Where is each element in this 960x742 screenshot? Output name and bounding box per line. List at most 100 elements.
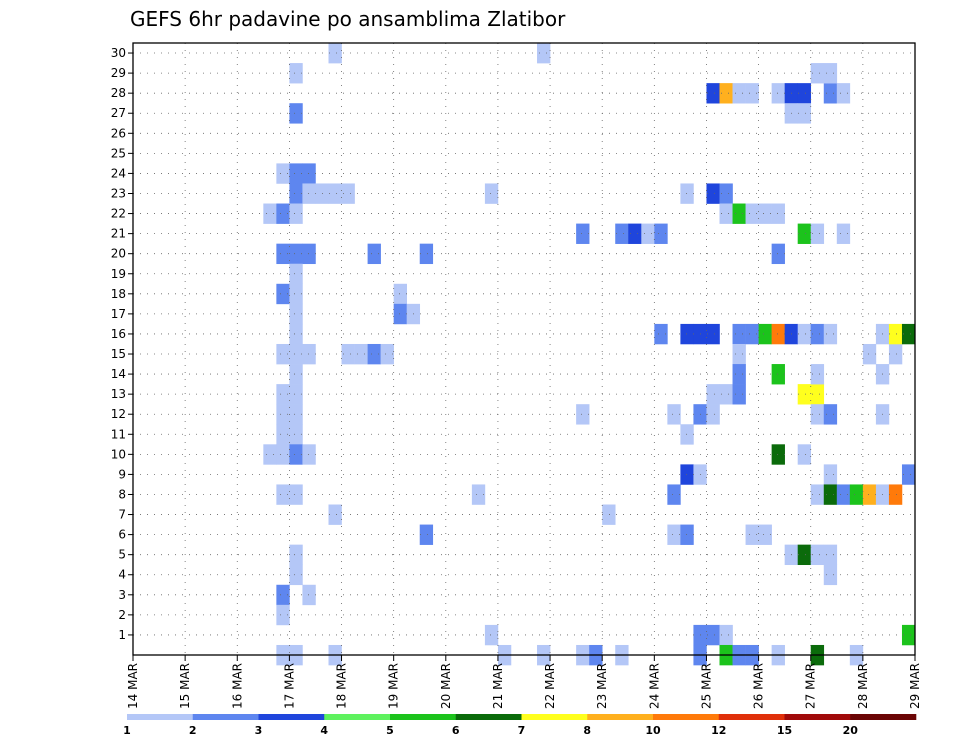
heatmap-cell xyxy=(771,203,785,224)
heatmap-cell xyxy=(276,584,290,606)
heatmap-cell xyxy=(667,524,681,545)
heatmap-cell xyxy=(289,444,303,465)
heatmap-cell xyxy=(823,404,838,425)
heatmap-cell xyxy=(745,524,759,545)
x-tick-label: 14 MAR xyxy=(126,663,140,709)
heatmap-cell xyxy=(602,504,616,525)
heatmap-cell xyxy=(576,404,590,425)
heatmap-cell xyxy=(836,223,851,244)
heatmap-cell xyxy=(276,444,290,465)
colorbar-label: 10 xyxy=(645,724,661,737)
heatmap-cell xyxy=(289,303,303,325)
heatmap-cell xyxy=(276,424,290,445)
y-tick-label: 16 xyxy=(111,327,126,341)
y-tick-label: 18 xyxy=(111,287,126,301)
chart-title: GEFS 6hr padavine po ansamblima Zlatibor xyxy=(130,7,566,31)
colorbar-segment xyxy=(324,714,391,720)
heatmap-cell xyxy=(289,203,303,224)
heatmap-cell xyxy=(888,323,903,345)
heatmap-cell xyxy=(680,524,694,545)
colorbar-label: 12 xyxy=(711,724,726,737)
heatmap-cell xyxy=(888,484,903,505)
heatmap-cell xyxy=(654,223,668,244)
colorbar-label: 2 xyxy=(189,724,197,737)
heatmap-cell xyxy=(719,83,733,104)
heatmap-cell xyxy=(276,604,290,626)
heatmap-cell xyxy=(367,243,381,265)
heatmap-cell xyxy=(680,424,694,445)
heatmap-cell xyxy=(289,183,303,204)
y-tick-label: 3 xyxy=(118,588,126,602)
colorbar-label: 4 xyxy=(320,724,328,737)
y-tick-label: 1 xyxy=(118,628,126,642)
heatmap-cell xyxy=(862,484,877,505)
heatmap-cell xyxy=(289,243,303,265)
heatmap-cell xyxy=(797,223,812,244)
y-tick-label: 23 xyxy=(111,186,126,200)
y-tick-label: 14 xyxy=(111,367,126,381)
y-tick-label: 7 xyxy=(118,508,126,522)
heatmap-cell xyxy=(706,83,720,104)
heatmap-cell xyxy=(393,283,407,305)
heatmap-cell xyxy=(680,323,694,345)
heatmap-cell xyxy=(289,323,303,345)
heatmap-cell xyxy=(849,484,864,505)
gridlines xyxy=(133,43,915,655)
heatmap-cell xyxy=(576,223,590,244)
colorbar-label: 20 xyxy=(843,724,859,737)
x-axis: 14 MAR 15 MAR 16 MAR 17 MAR 18 MAR 19 MAR 20 M… xyxy=(126,655,922,709)
x-tick-label: 18 MAR xyxy=(335,663,349,709)
heatmap-cell xyxy=(289,364,303,385)
y-tick-label: 29 xyxy=(111,66,126,80)
heatmap-cell xyxy=(289,103,303,124)
heatmap-cell xyxy=(745,323,759,345)
heatmap-cell xyxy=(680,464,694,485)
heatmap-cell xyxy=(263,444,277,465)
heatmap-cell xyxy=(797,103,812,124)
x-tick-label: 27 MAR xyxy=(804,663,818,709)
heatmap-cell xyxy=(706,404,720,425)
heatmap-cell xyxy=(706,323,720,345)
heatmap-cell xyxy=(771,243,785,265)
colorbar-label: 8 xyxy=(583,724,591,737)
heatmap-cell xyxy=(823,63,838,84)
heatmap-cell xyxy=(276,163,290,184)
heatmap-cell xyxy=(797,323,812,345)
heatmap-cell xyxy=(823,544,838,566)
y-tick-label: 22 xyxy=(111,207,126,221)
heatmap-cell xyxy=(810,484,825,505)
colorbar-legend: 1 2 3 4 5 6 7 8 10 12 15 20 xyxy=(123,714,917,737)
heatmap-cell xyxy=(289,544,303,566)
colorbar-segment xyxy=(127,714,194,720)
y-axis: 1234567891011121314151617181920212223242… xyxy=(111,46,133,642)
y-tick-label: 17 xyxy=(111,307,126,321)
y-tick-label: 30 xyxy=(111,46,126,60)
heatmap-cell xyxy=(276,203,290,224)
x-tick-label: 21 MAR xyxy=(491,663,505,709)
heatmap-cell xyxy=(537,43,551,64)
heatmap-cell xyxy=(823,323,838,345)
heatmap-cell xyxy=(393,303,407,325)
heatmap-cell xyxy=(836,83,851,104)
heatmap-cell xyxy=(758,203,772,224)
heatmap-cell xyxy=(732,203,746,224)
plot-frame xyxy=(132,42,916,656)
heatmap-cell xyxy=(289,343,303,365)
heatmap-cell xyxy=(667,404,681,425)
heatmap-cell xyxy=(302,444,316,465)
heatmap-cell xyxy=(810,544,825,566)
colorbar-segment xyxy=(784,714,851,720)
heatmap-cell xyxy=(276,384,290,405)
heatmap-cell xyxy=(719,183,733,204)
colorbar-segment xyxy=(718,714,785,720)
heatmap-cell xyxy=(289,424,303,445)
heatmap-cell xyxy=(719,624,733,646)
heatmap-cell xyxy=(328,183,342,204)
heatmap-cell xyxy=(263,203,277,224)
x-tick-label: 20 MAR xyxy=(439,663,453,709)
colorbar-segment xyxy=(455,714,522,720)
colorbar-segment xyxy=(653,714,720,720)
heatmap-cell xyxy=(706,183,720,204)
heatmap-cell xyxy=(888,343,903,365)
heatmap-cell xyxy=(810,384,825,405)
